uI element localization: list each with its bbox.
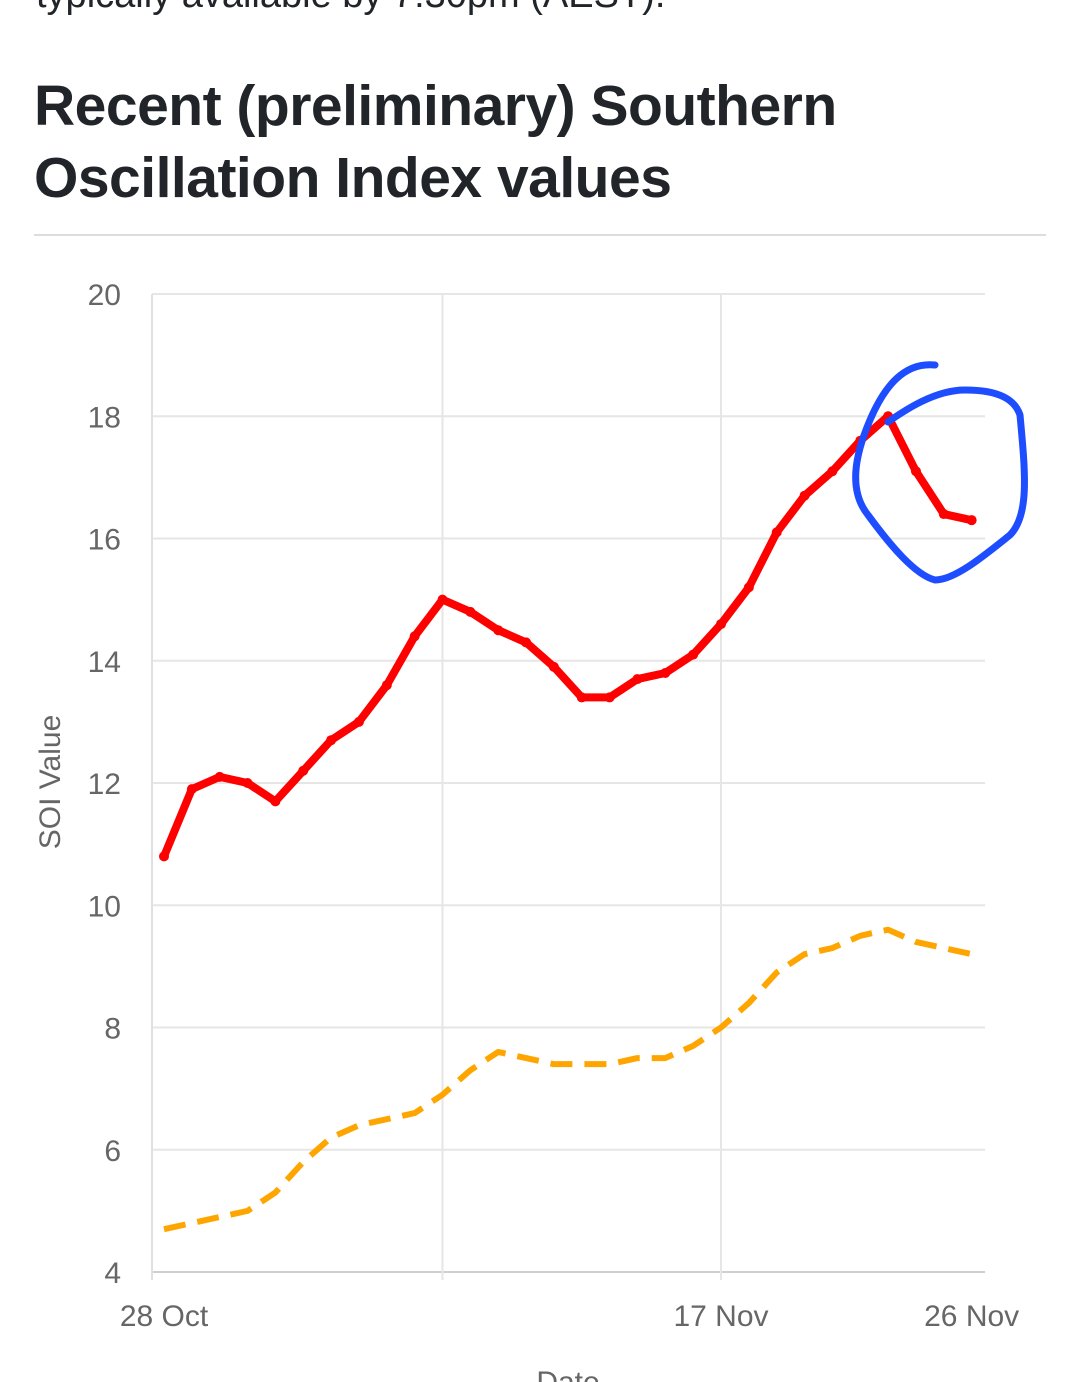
data-point — [242, 778, 253, 788]
series-line-2 — [163, 926, 973, 1233]
y-tick-label: 10 — [88, 890, 121, 923]
y-axis-label: SOI Value — [34, 715, 67, 850]
divider — [34, 234, 1046, 236]
data-point — [270, 796, 281, 807]
data-point — [660, 667, 671, 678]
y-tick-label: 14 — [88, 646, 121, 679]
y-tick-label: 6 — [104, 1135, 121, 1168]
y-tick-label: 12 — [88, 768, 121, 801]
data-point — [966, 515, 977, 526]
data-point — [409, 631, 420, 642]
data-point — [604, 692, 615, 703]
y-tick-label: 18 — [88, 401, 121, 434]
y-tick-label: 4 — [104, 1257, 121, 1290]
data-point — [632, 674, 643, 685]
data-point — [771, 527, 782, 538]
x-tick-label: 26 Nov — [924, 1300, 1019, 1333]
intro-text-fragment: typically available by 7:30pm (AEST). — [36, 0, 665, 17]
data-point — [688, 649, 699, 660]
data-point — [548, 661, 559, 672]
x-tick-label: 17 Nov — [673, 1300, 768, 1333]
data-point — [186, 784, 197, 795]
x-axis-label: Date — [536, 1366, 599, 1382]
data-point — [326, 735, 337, 746]
data-point — [716, 619, 726, 630]
data-point — [493, 625, 504, 636]
x-tick-label: 28 Oct — [120, 1300, 209, 1333]
data-point — [353, 716, 364, 727]
data-point — [465, 606, 476, 617]
data-point — [437, 594, 448, 605]
data-point — [521, 637, 532, 648]
page-title: Recent (preliminary) Southern Oscillatio… — [34, 74, 837, 210]
data-point — [298, 765, 309, 776]
data-point — [827, 466, 838, 477]
data-point — [214, 771, 225, 782]
data-point — [799, 490, 810, 501]
y-tick-label: 8 — [104, 1013, 121, 1046]
y-tick-label: 20 — [88, 279, 121, 312]
data-point — [743, 582, 754, 593]
data-point — [938, 509, 949, 520]
series-line-1 — [160, 412, 976, 861]
hand-drawn-annotation-circle — [852, 361, 1028, 584]
data-point — [159, 851, 169, 862]
data-point — [381, 680, 392, 691]
data-point — [576, 692, 587, 703]
y-tick-label: 16 — [88, 524, 121, 557]
data-point — [910, 466, 921, 477]
